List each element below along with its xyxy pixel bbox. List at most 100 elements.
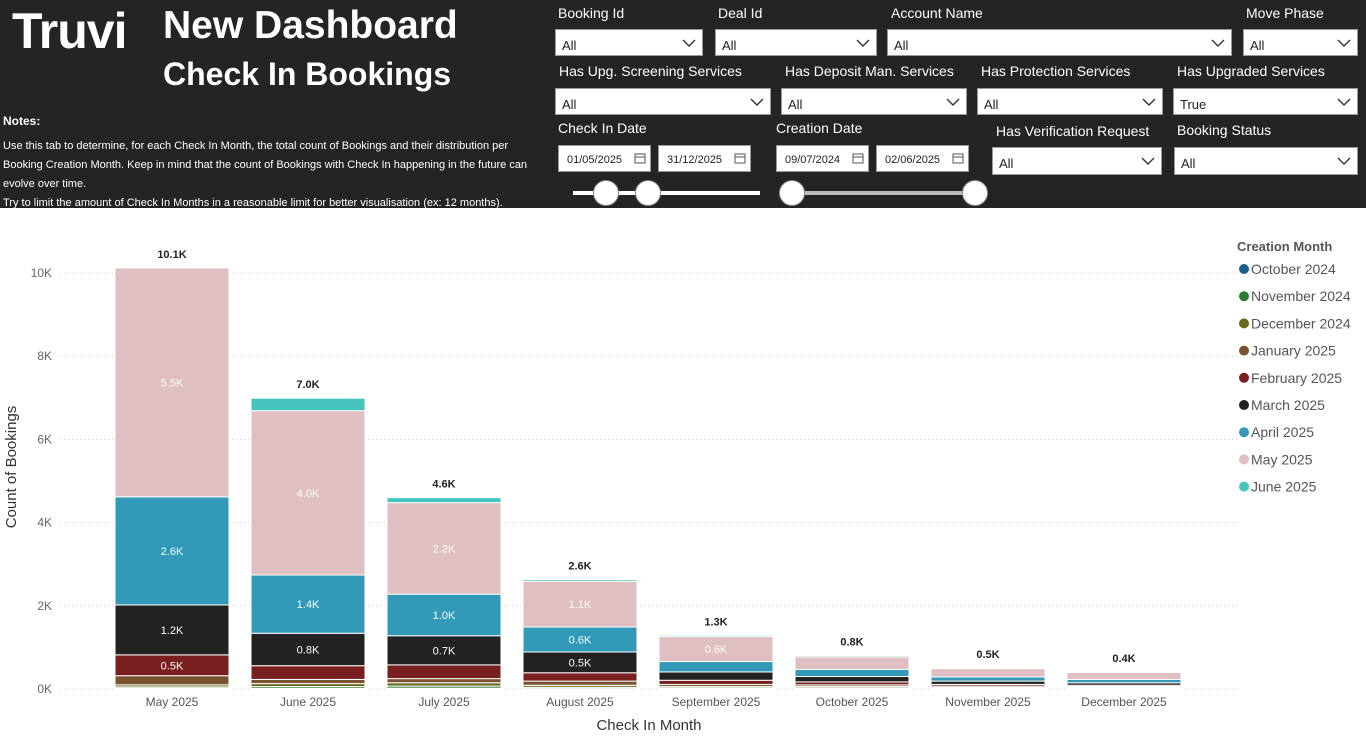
bar-segment (114, 267, 230, 498)
legend-title: Creation Month (1237, 239, 1332, 254)
total-label: 2.6K (568, 561, 591, 573)
legend-marker (1239, 454, 1249, 465)
filter-dropdown[interactable]: All (887, 29, 1232, 56)
x-tick-label: June 2025 (280, 695, 336, 709)
chevron (1337, 157, 1351, 165)
segment-label: 1.2K (161, 625, 184, 637)
chevron (1142, 98, 1156, 106)
chevron (856, 39, 870, 47)
total-label: 0.5K (976, 649, 999, 661)
legend-label: October 2024 (1251, 261, 1336, 277)
legend-label: May 2025 (1251, 451, 1313, 467)
filter-value: All (894, 38, 909, 53)
bar-segment (522, 672, 638, 682)
bar-segment (930, 668, 1046, 678)
chevron (1141, 157, 1155, 165)
bar-segment (522, 579, 638, 582)
slider-handle[interactable] (635, 180, 661, 206)
date-input[interactable]: 09/07/2024 (776, 145, 869, 172)
filter-label: Deal Id (718, 5, 763, 21)
bar-segment (386, 678, 502, 684)
total-label: 0.4K (1112, 653, 1135, 665)
legend-marker (1239, 372, 1249, 383)
bar-segment (1066, 671, 1182, 680)
filter-value: All (788, 97, 803, 112)
dashboard-title: New Dashboard (163, 4, 458, 47)
filter-dropdown[interactable]: All (715, 29, 877, 56)
filter-dropdown[interactable]: All (977, 88, 1163, 115)
x-tick-label: July 2025 (418, 695, 470, 709)
bar-segment (522, 626, 638, 653)
bar-segment (250, 678, 366, 685)
filter-label: Has Protection Services (981, 63, 1131, 79)
y-tick-label: 2K (37, 599, 52, 613)
legend-marker (1239, 481, 1249, 492)
bar-segment (114, 675, 230, 686)
filter-dropdown[interactable]: All (1174, 147, 1358, 175)
filter-label: Booking Id (558, 5, 625, 21)
date-value: 01/05/2025 (567, 154, 623, 166)
x-tick-label: October 2025 (816, 695, 889, 709)
x-tick-label: May 2025 (146, 695, 199, 709)
chevron (682, 39, 696, 47)
bar-segment (658, 634, 774, 638)
filter-dropdown[interactable]: All (781, 88, 967, 115)
bar-segment (250, 574, 366, 634)
slider-handle[interactable] (962, 180, 988, 206)
total-label: 7.0K (296, 379, 319, 391)
filter-value: All (999, 156, 1014, 171)
legend-label: March 2025 (1251, 397, 1325, 413)
date-input[interactable]: 01/05/2025 (558, 145, 651, 172)
filter-value: All (984, 97, 999, 112)
filter-label: Has Upg. Screening Services (559, 63, 742, 79)
calendar-icon (952, 153, 964, 164)
filter-dropdown[interactable]: True (1173, 88, 1358, 115)
filter-value: All (562, 38, 577, 53)
header-bar: Truvi New Dashboard Check In Bookings No… (0, 0, 1366, 209)
date-input[interactable]: 31/12/2025 (658, 145, 751, 172)
slider-track[interactable] (779, 191, 988, 195)
notes-paragraph: Use this tab to determine, for each Chec… (3, 140, 528, 190)
legend-label: December 2024 (1251, 315, 1351, 331)
legend-marker (1239, 345, 1249, 356)
slider-handle[interactable] (779, 180, 805, 206)
y-tick-label: 8K (37, 349, 52, 363)
bar-segment (930, 676, 1046, 682)
total-label: 1.3K (704, 616, 727, 628)
segment-label: 5.5K (161, 377, 184, 389)
y-tick-label: 6K (37, 432, 52, 446)
segment-label: 2.6K (161, 546, 184, 558)
filter-value: All (562, 97, 577, 112)
filter-dropdown[interactable]: All (555, 29, 703, 56)
bar-segment (794, 655, 910, 658)
legend-label: January 2025 (1251, 343, 1336, 359)
notes: Notes: Use this tab to determine, for ea… (3, 112, 548, 213)
segment-label: 1.1K (569, 599, 592, 611)
bar-segment (114, 604, 230, 656)
slider-track[interactable] (573, 191, 760, 195)
date-filter-label: Creation Date (776, 120, 863, 136)
x-axis-title: Check In Month (596, 717, 701, 734)
bar-segment (522, 580, 638, 628)
total-label: 10.1K (157, 249, 186, 261)
notes-title: Notes: (3, 114, 41, 128)
bar-segment (386, 497, 502, 504)
bar-segment (250, 397, 366, 412)
segment-label: 4.0K (297, 488, 320, 500)
filter-dropdown[interactable]: All (992, 147, 1162, 175)
total-label: 4.6K (432, 479, 455, 491)
filter-label: Has Deposit Man. Services (785, 63, 954, 79)
segment-label: 0.7K (433, 645, 456, 657)
bar-segment (386, 593, 502, 637)
filter-dropdown[interactable]: All (555, 88, 771, 115)
slider-handle[interactable] (593, 180, 619, 206)
bar-segment (522, 680, 638, 686)
segment-label: 2.2K (433, 543, 456, 555)
bar-segment (658, 679, 774, 685)
date-input[interactable]: 02/06/2025 (876, 145, 969, 172)
date-filter-label: Check In Date (558, 120, 647, 136)
y-tick-label: 0K (37, 682, 52, 696)
filter-dropdown[interactable]: All (1243, 29, 1358, 56)
bar-segment (250, 410, 366, 576)
